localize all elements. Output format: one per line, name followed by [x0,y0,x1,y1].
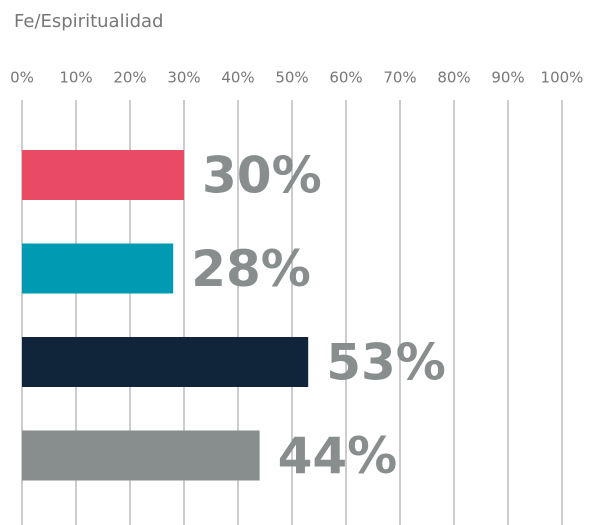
x-tick-label: 0% [10,69,34,87]
bar [22,337,309,387]
value-label: 30% [202,147,322,205]
x-tick-label: 90% [491,69,524,87]
x-tick-label: 80% [437,69,470,87]
value-label: 28% [191,240,311,298]
x-tick-label: 40% [221,69,254,87]
x-tick-label: 70% [383,69,416,87]
bar [22,150,184,200]
value-label: 44% [278,427,398,485]
x-tick-label: 10% [59,69,92,87]
bar [22,243,174,294]
value-label: 53% [326,334,446,392]
x-tick-label: 60% [329,69,362,87]
x-tick-label: 100% [541,69,584,87]
chart-title: Fe/Espiritualidad [14,11,163,32]
x-tick-label: 20% [113,69,146,87]
x-tick-label: 30% [167,69,200,87]
x-tick-label: 50% [275,69,308,87]
bar [22,430,260,481]
